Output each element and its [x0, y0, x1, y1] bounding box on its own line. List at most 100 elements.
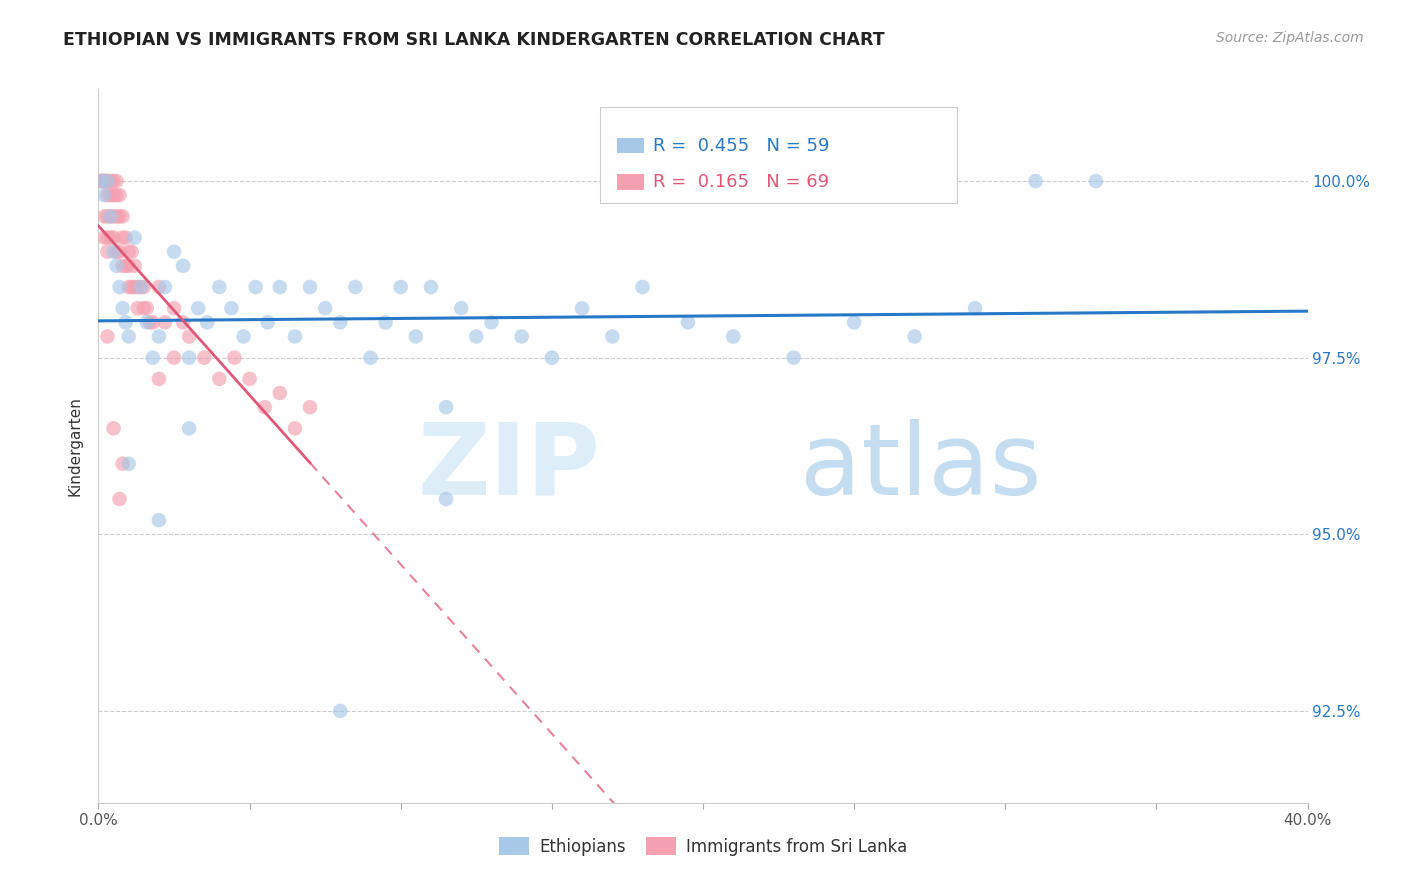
Point: [374, 315, 396, 329]
Point: [111, 457, 134, 471]
Point: [96, 174, 118, 188]
Point: [108, 244, 131, 259]
Point: [195, 315, 218, 329]
Point: [193, 351, 215, 365]
Point: [93, 188, 115, 202]
Point: [105, 188, 128, 202]
Point: [314, 301, 336, 316]
Point: [111, 230, 134, 244]
Point: [96, 174, 118, 188]
Point: [118, 329, 141, 343]
Point: [844, 315, 866, 329]
Point: [232, 329, 254, 343]
Point: [129, 280, 152, 294]
Point: [96, 174, 118, 188]
Point: [127, 280, 149, 294]
Point: [434, 400, 457, 414]
Point: [100, 230, 122, 244]
Point: [329, 315, 352, 329]
Point: [135, 301, 157, 316]
Point: [93, 174, 115, 188]
Text: ETHIOPIAN VS IMMIGRANTS FROM SRI LANKA KINDERGARTEN CORRELATION CHART: ETHIOPIAN VS IMMIGRANTS FROM SRI LANKA K…: [63, 31, 884, 49]
Point: [108, 491, 131, 506]
Point: [269, 386, 291, 401]
Point: [135, 315, 157, 329]
Point: [602, 329, 624, 343]
Point: [100, 210, 122, 224]
Point: [269, 280, 291, 294]
Text: atlas: atlas: [800, 419, 1042, 516]
Point: [148, 513, 170, 527]
Point: [153, 280, 176, 294]
Point: [96, 210, 118, 224]
Point: [103, 174, 125, 188]
Point: [405, 329, 427, 343]
Point: [90, 174, 112, 188]
Text: R =  0.165   N = 69: R = 0.165 N = 69: [654, 173, 830, 191]
Point: [965, 301, 987, 316]
Point: [90, 174, 112, 188]
Point: [153, 315, 176, 329]
Point: [179, 329, 201, 343]
Point: [105, 174, 128, 188]
Point: [1085, 174, 1108, 188]
Point: [105, 210, 128, 224]
Point: [148, 280, 170, 294]
Point: [142, 351, 165, 365]
Point: [93, 210, 115, 224]
Point: [172, 259, 194, 273]
Point: [540, 351, 562, 365]
Point: [631, 280, 654, 294]
Point: [179, 351, 201, 365]
Point: [148, 372, 170, 386]
Point: [96, 244, 118, 259]
Point: [124, 259, 146, 273]
Point: [93, 230, 115, 244]
Point: [344, 280, 367, 294]
Point: [148, 329, 170, 343]
Point: [111, 210, 134, 224]
Point: [179, 421, 201, 435]
Point: [904, 329, 927, 343]
Text: Source: ZipAtlas.com: Source: ZipAtlas.com: [1216, 31, 1364, 45]
FancyBboxPatch shape: [617, 174, 644, 190]
Point: [103, 188, 125, 202]
Point: [299, 400, 322, 414]
Point: [132, 301, 155, 316]
Point: [221, 301, 243, 316]
Point: [118, 280, 141, 294]
Point: [103, 210, 125, 224]
Point: [420, 280, 443, 294]
Point: [96, 188, 118, 202]
Point: [90, 174, 112, 188]
Point: [1024, 174, 1046, 188]
Point: [103, 244, 125, 259]
Point: [434, 491, 457, 506]
Point: [118, 457, 141, 471]
Point: [187, 301, 209, 316]
Point: [96, 230, 118, 244]
Point: [329, 704, 352, 718]
Point: [163, 351, 186, 365]
Point: [103, 230, 125, 244]
Y-axis label: Kindergarten: Kindergarten: [67, 396, 83, 496]
Point: [139, 315, 162, 329]
Legend: Ethiopians, Immigrants from Sri Lanka: Ethiopians, Immigrants from Sri Lanka: [492, 830, 914, 863]
Point: [105, 259, 128, 273]
Point: [389, 280, 412, 294]
Point: [256, 315, 278, 329]
Point: [114, 315, 136, 329]
Point: [93, 174, 115, 188]
Point: [284, 329, 307, 343]
Point: [103, 421, 125, 435]
Point: [127, 301, 149, 316]
Point: [510, 329, 533, 343]
Point: [239, 372, 262, 386]
Point: [114, 259, 136, 273]
Point: [208, 280, 231, 294]
Point: [93, 174, 115, 188]
Point: [163, 301, 186, 316]
Point: [172, 315, 194, 329]
Point: [100, 188, 122, 202]
Point: [723, 329, 745, 343]
